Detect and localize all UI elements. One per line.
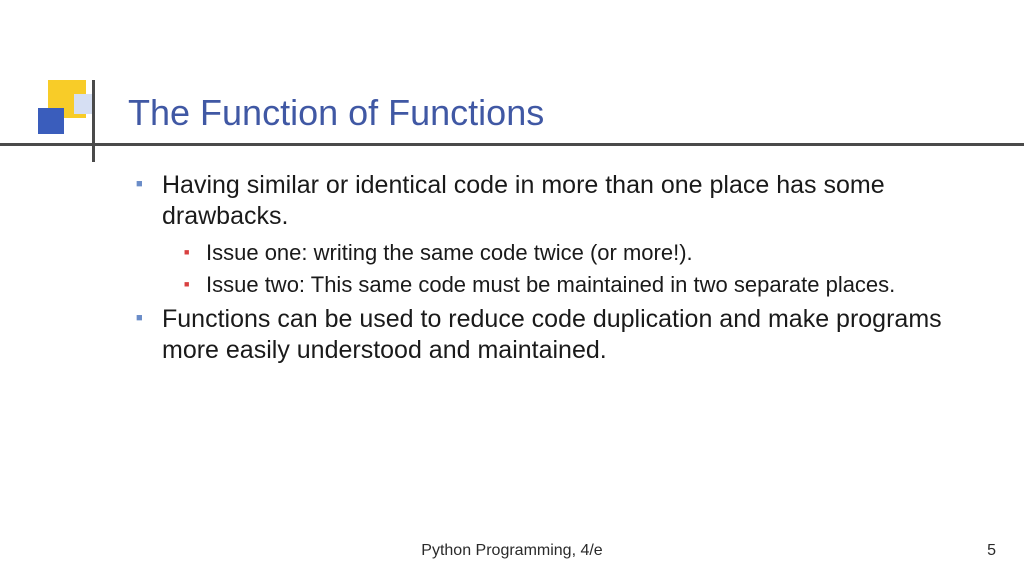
corner-decoration [38, 80, 108, 150]
sub-bullet-text: Issue one: writing the same code twice (… [206, 240, 693, 265]
slide-title: The Function of Functions [128, 92, 544, 134]
bullet-item: Having similar or identical code in more… [132, 170, 962, 300]
vertical-rule [92, 80, 95, 162]
footer-text: Python Programming, 4/e [0, 542, 1024, 560]
dark-blue-square [38, 108, 64, 134]
sub-bullet-item: Issue one: writing the same code twice (… [180, 239, 962, 268]
slide-content: Having similar or identical code in more… [132, 170, 962, 370]
light-blue-square [74, 94, 94, 114]
bullet-text: Having similar or identical code in more… [162, 171, 885, 230]
sub-bullet-text: Issue two: This same code must be mainta… [206, 272, 895, 297]
page-number: 5 [987, 542, 996, 560]
bullet-text: Functions can be used to reduce code dup… [162, 305, 942, 364]
bullet-item: Functions can be used to reduce code dup… [132, 304, 962, 367]
sub-bullet-item: Issue two: This same code must be mainta… [180, 271, 962, 300]
horizontal-rule [0, 143, 1024, 146]
